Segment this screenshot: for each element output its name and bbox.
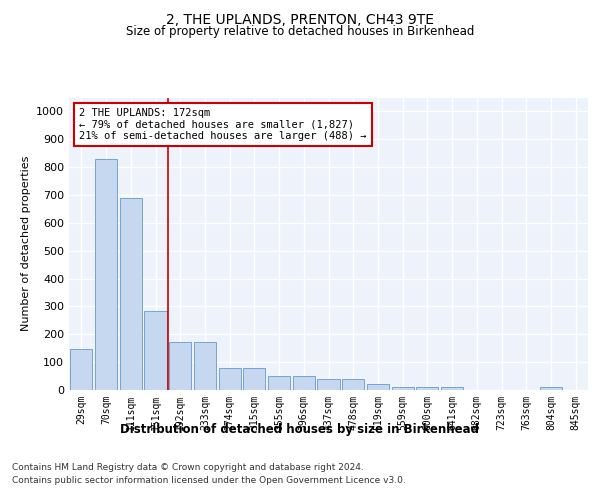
- Bar: [540, 387, 562, 390]
- Y-axis label: Number of detached properties: Number of detached properties: [20, 156, 31, 332]
- Text: 2 THE UPLANDS: 172sqm
← 79% of detached houses are smaller (1,827)
21% of semi-d: 2 THE UPLANDS: 172sqm ← 79% of detached …: [79, 108, 367, 141]
- Bar: [441, 387, 463, 390]
- Bar: [95, 160, 117, 390]
- Bar: [293, 376, 315, 390]
- Text: Distribution of detached houses by size in Birkenhead: Distribution of detached houses by size …: [121, 422, 479, 436]
- Bar: [268, 376, 290, 390]
- Bar: [194, 342, 216, 390]
- Text: Size of property relative to detached houses in Birkenhead: Size of property relative to detached ho…: [126, 25, 474, 38]
- Bar: [218, 368, 241, 390]
- Bar: [416, 387, 439, 390]
- Bar: [119, 198, 142, 390]
- Bar: [169, 342, 191, 390]
- Bar: [317, 379, 340, 390]
- Bar: [70, 349, 92, 390]
- Bar: [342, 379, 364, 390]
- Text: Contains public sector information licensed under the Open Government Licence v3: Contains public sector information licen…: [12, 476, 406, 485]
- Text: Contains HM Land Registry data © Crown copyright and database right 2024.: Contains HM Land Registry data © Crown c…: [12, 462, 364, 471]
- Bar: [392, 386, 414, 390]
- Text: 2, THE UPLANDS, PRENTON, CH43 9TE: 2, THE UPLANDS, PRENTON, CH43 9TE: [166, 12, 434, 26]
- Bar: [243, 368, 265, 390]
- Bar: [145, 311, 167, 390]
- Bar: [367, 384, 389, 390]
